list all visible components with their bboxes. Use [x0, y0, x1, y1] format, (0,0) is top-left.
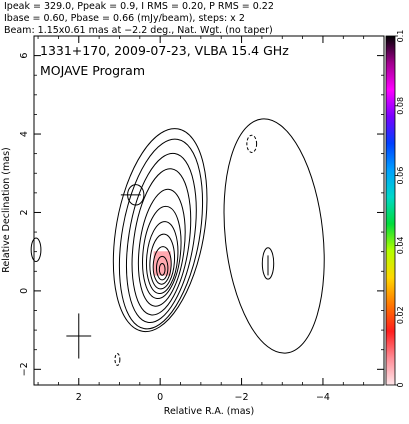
y-tick-label: −2 [19, 362, 30, 376]
contour-layer [30, 118, 325, 366]
lobe-contour [223, 118, 325, 354]
x-tick-label: −2 [235, 392, 249, 403]
negative-contour [246, 134, 258, 153]
axis-ticks: 2 0 −2 −4 −2 0 2 4 6 [19, 35, 385, 403]
y-tick-label: 0 [19, 288, 30, 294]
header-line-3: Beam: 1.15x0.61 mas at −2.2 deg., Nat. W… [4, 25, 273, 36]
negative-contour [114, 353, 121, 366]
colorbar [385, 35, 396, 386]
x-tick-label: 0 [157, 392, 163, 403]
edge-contour [30, 237, 42, 262]
core-contour [118, 138, 204, 330]
plot-frame [33, 35, 385, 386]
core-contour [131, 168, 192, 316]
colorbar-tick-label: 0.08 [396, 97, 405, 115]
y-tick-label: 4 [19, 131, 30, 137]
lobe-contour [261, 247, 275, 280]
colorbar-tick-label: 0.06 [396, 167, 405, 185]
core-contour [137, 188, 186, 307]
colorbar-tick-label: 0 [396, 382, 405, 387]
x-tick-label: 2 [76, 392, 82, 403]
colorbar-tick-label: 0.1 [396, 30, 405, 43]
x-tick-label: −4 [316, 392, 330, 403]
chart-title: 1331+170, 2009-07-23, VLBA 15.4 GHz [40, 43, 289, 58]
colorbar-tick-label: 0.02 [396, 306, 405, 324]
y-axis-label: Relative Declination (mas) [1, 147, 12, 273]
y-tick-label: 2 [19, 209, 30, 215]
header-line-2: Ibase = 0.60, Pbase = 0.66 (mJy/beam), s… [4, 13, 245, 24]
colorbar-labels: 0 0.02 0.04 0.06 0.08 0.1 [395, 30, 405, 388]
x-axis-label: Relative R.A. (mas) [164, 406, 254, 417]
core-contour [126, 152, 197, 324]
core-contour [112, 128, 208, 333]
core-contour [152, 246, 172, 285]
y-tick-label: 6 [19, 53, 30, 59]
core-contour [142, 205, 182, 300]
header-line-1: Ipeak = 329.0, Ppeak = 0.9, I RMS = 0.20… [4, 1, 274, 12]
core-contour [145, 221, 179, 295]
core-contour [149, 233, 176, 290]
core-contour [156, 255, 169, 281]
colorbar-tick-label: 0.04 [396, 236, 405, 254]
beam-layer [66, 313, 92, 359]
chart-subtitle: MOJAVE Program [40, 63, 145, 78]
core-contour [158, 262, 166, 276]
